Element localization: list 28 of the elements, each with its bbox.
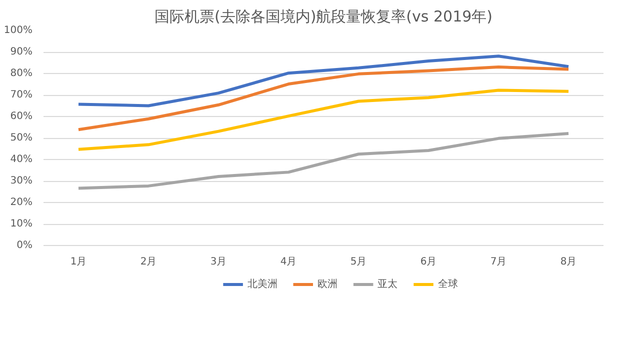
y-tick-label: 80% (10, 68, 33, 79)
y-tick-label: 60% (10, 111, 33, 122)
x-tick-label: 4月 (280, 256, 297, 268)
x-tick-label: 7月 (490, 256, 507, 268)
line-series (77, 88, 570, 151)
y-tick-label: 90% (10, 46, 33, 58)
y-tick-label: 30% (10, 176, 33, 186)
legend-label: 欧洲 (318, 278, 338, 290)
x-tick-label: 2月 (140, 256, 157, 268)
line-series (77, 132, 570, 190)
y-tick-label: 70% (10, 90, 33, 100)
legend-label: 亚太 (378, 278, 398, 290)
x-tick-label: 8月 (560, 256, 577, 268)
y-tick-label: 20% (10, 197, 33, 208)
x-tick-label: 6月 (420, 256, 437, 268)
line-series (77, 66, 570, 132)
y-tick-label: 40% (10, 154, 33, 165)
x-tick-label: 3月 (210, 256, 227, 268)
x-tick-label: 1月 (70, 256, 87, 268)
y-tick-label: 0% (16, 240, 33, 251)
legend-label: 北美洲 (247, 278, 278, 290)
legend-label: 全球 (438, 278, 458, 290)
y-tick-label: 50% (10, 132, 33, 144)
y-tick-label: 10% (10, 218, 33, 230)
line-series (77, 54, 570, 108)
chart-title: 国际机票(去除各国境内)航段量恢复率(vs 2019年) (154, 8, 493, 26)
y-tick-label: 100% (4, 25, 33, 36)
x-tick-label: 5月 (350, 256, 367, 268)
